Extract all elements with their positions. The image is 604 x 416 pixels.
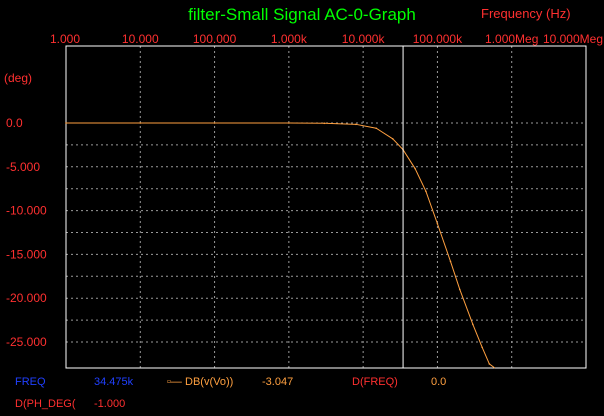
data-point: [458, 288, 461, 291]
data-point: [288, 122, 290, 124]
dfreq-label: D(FREQ): [352, 376, 398, 388]
trace-legend-marker: ▫—: [167, 376, 182, 388]
data-point: [449, 260, 452, 263]
data-point: [472, 323, 474, 326]
data-point: [139, 122, 142, 124]
x-axis-header: Frequency (Hz): [481, 6, 571, 21]
x-tick-label: 10.000Meg: [543, 32, 603, 46]
trace-label: DB(v(Vo)): [185, 376, 234, 388]
data-point: [355, 123, 357, 126]
y-tick-label: -15.000: [6, 247, 47, 261]
data-point: [391, 137, 394, 140]
x-tick-label: 1.000: [50, 32, 80, 46]
freq-label: FREQ: [15, 376, 46, 388]
plot-frame: [65, 45, 587, 369]
x-tick-label: 1.000Meg: [485, 32, 538, 46]
data-point: [481, 346, 483, 349]
data-point: [323, 122, 326, 125]
x-tick-label: 10.000k: [342, 32, 386, 46]
dph-value: -1.000: [94, 398, 126, 410]
data-point: [213, 122, 216, 124]
data-point: [414, 167, 416, 170]
data-point: [488, 363, 491, 365]
y-axis-unit: (deg): [4, 71, 33, 85]
x-tick-label: 100.000: [193, 32, 237, 46]
y-tick-label: -20.000: [6, 291, 47, 305]
data-point: [65, 122, 67, 124]
x-tick-label: 100.000k: [413, 32, 463, 46]
x-tick-label: 1.000k: [271, 32, 308, 46]
y-tick-label: -5.000: [6, 160, 40, 174]
trace-line: [66, 122, 496, 369]
trace-value: -3.047: [262, 376, 294, 388]
data-point: [436, 222, 439, 225]
y-tick-label: 0.0: [6, 116, 23, 130]
y-tick-label: -10.000: [6, 204, 47, 218]
dfreq-value: 0.0: [431, 376, 447, 388]
freq-value: 34.475k: [94, 376, 134, 388]
data-point: [425, 190, 427, 193]
dph-label: D(PH_DEG(: [15, 398, 76, 410]
x-tick-label: 10.000: [122, 32, 159, 46]
y-tick-label: -25.000: [6, 335, 47, 349]
data-point: [375, 127, 378, 130]
chart-title: filter-Small Signal AC-0-Graph: [188, 5, 416, 24]
